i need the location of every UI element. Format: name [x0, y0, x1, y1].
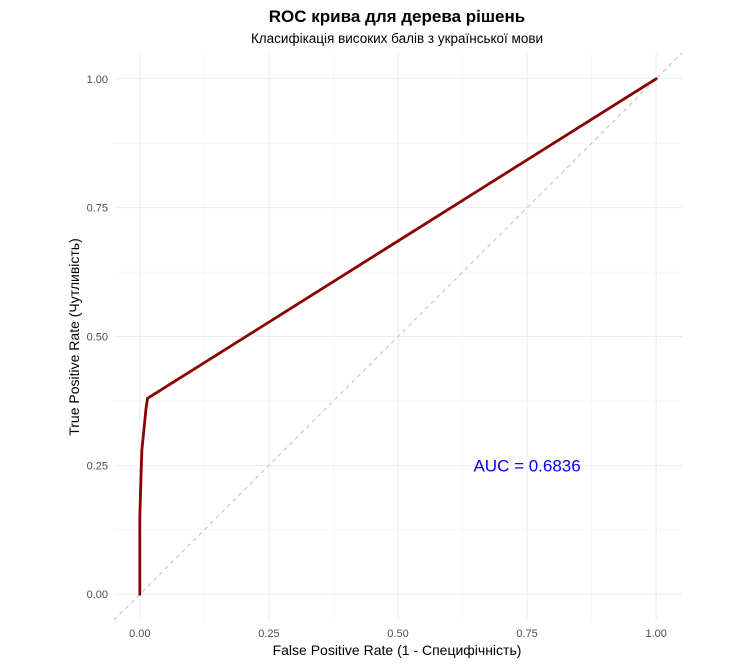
y-tick-label: 0.75 — [87, 203, 108, 215]
reference-line — [113, 52, 683, 621]
x-axis-ticks: 0.00 0.25 0.50 0.75 1.00 — [129, 628, 667, 640]
x-tick-label: 0.25 — [258, 628, 279, 640]
chart-title: ROC крива для дерева рішень — [269, 7, 525, 26]
x-tick-label: 0.50 — [387, 628, 408, 640]
y-tick-label: 0.50 — [87, 332, 108, 344]
reference-diagonal — [113, 52, 683, 621]
y-axis-label: True Positive Rate (Чутливість) — [66, 238, 82, 436]
roc-curve — [138, 77, 658, 596]
chart-subtitle: Класифікація високих балів з української… — [251, 31, 543, 46]
grid-lines — [114, 53, 682, 620]
x-tick-label: 0.00 — [129, 628, 150, 640]
x-axis-label: False Positive Rate (1 - Специфічність) — [273, 642, 522, 658]
y-tick-label: 0.25 — [87, 460, 108, 472]
auc-annotation: AUC = 0.6836 — [473, 456, 580, 475]
annotations: AUC = 0.6836 — [473, 456, 580, 475]
y-tick-label: 1.00 — [87, 74, 108, 86]
roc-series — [138, 77, 658, 596]
x-tick-label: 1.00 — [645, 628, 666, 640]
y-tick-label: 0.00 — [87, 589, 108, 601]
y-axis-ticks: 0.00 0.25 0.50 0.75 1.00 — [87, 74, 108, 601]
x-tick-label: 0.75 — [516, 628, 537, 640]
